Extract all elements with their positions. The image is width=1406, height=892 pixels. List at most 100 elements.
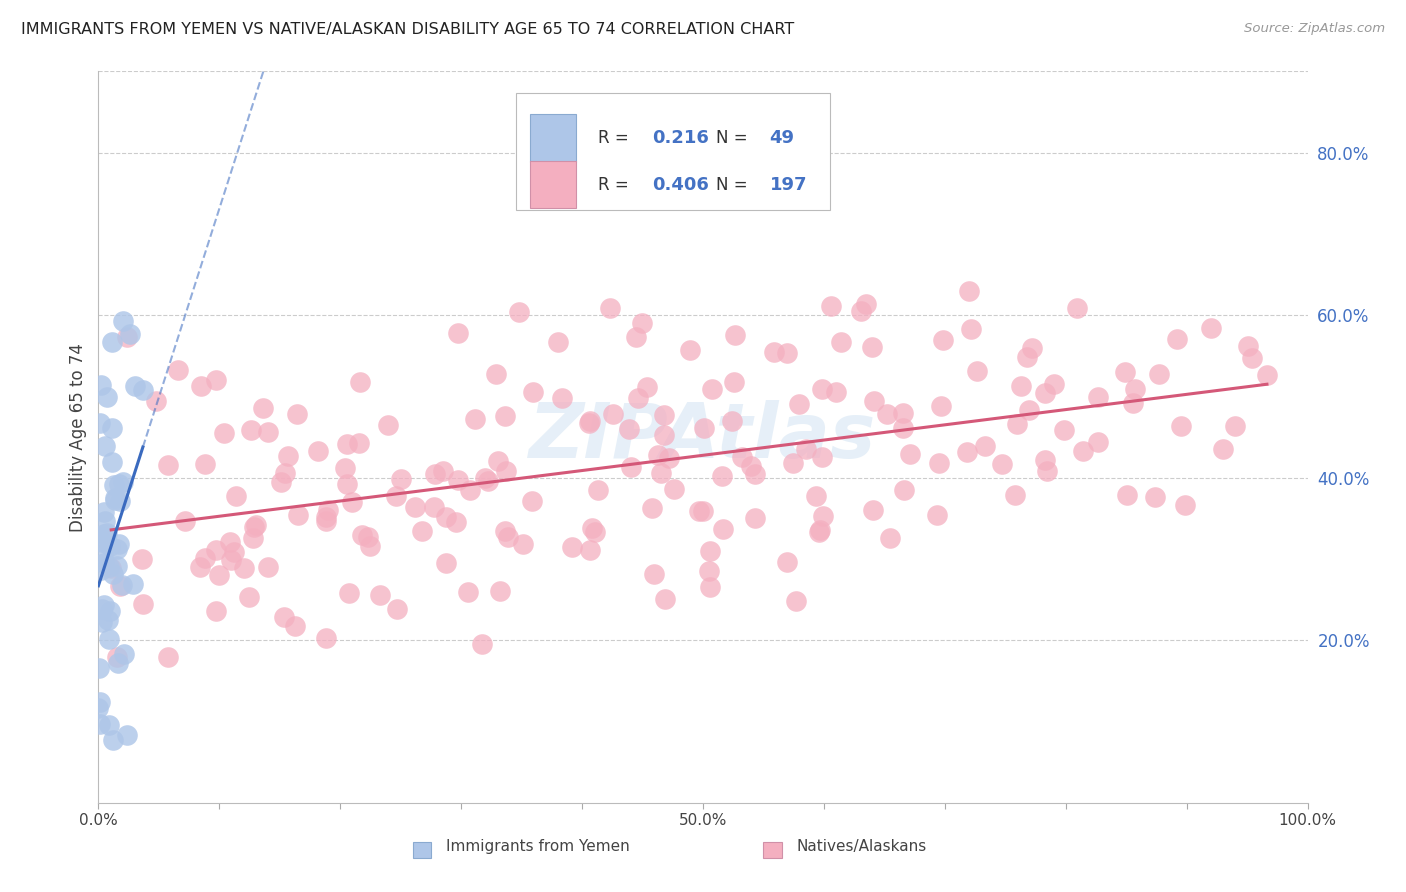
Point bbox=[111, 475, 134, 490]
Point bbox=[108, 494, 131, 508]
Point bbox=[89, 416, 111, 430]
Point bbox=[956, 444, 979, 458]
Point bbox=[1015, 350, 1038, 364]
Point bbox=[599, 301, 621, 315]
Point bbox=[849, 303, 872, 318]
Point bbox=[333, 460, 356, 475]
Point bbox=[974, 439, 997, 453]
Point bbox=[273, 466, 295, 480]
FancyBboxPatch shape bbox=[516, 94, 830, 211]
Point bbox=[118, 327, 141, 342]
Point bbox=[96, 391, 118, 405]
Point bbox=[404, 500, 426, 515]
Point bbox=[1240, 351, 1263, 365]
Point bbox=[496, 530, 519, 544]
Text: Natives/Alaskans: Natives/Alaskans bbox=[797, 839, 927, 855]
Point bbox=[90, 534, 112, 549]
Point bbox=[1223, 418, 1246, 433]
Point bbox=[115, 728, 138, 742]
Text: N =: N = bbox=[716, 176, 748, 194]
Text: 197: 197 bbox=[769, 176, 807, 194]
Point bbox=[218, 535, 240, 549]
FancyBboxPatch shape bbox=[413, 841, 432, 858]
Point bbox=[830, 335, 852, 350]
FancyBboxPatch shape bbox=[530, 114, 576, 161]
Point bbox=[699, 580, 721, 594]
Point bbox=[315, 510, 337, 524]
Point bbox=[477, 474, 499, 488]
Point bbox=[602, 407, 624, 421]
Point bbox=[879, 531, 901, 545]
Point bbox=[89, 695, 111, 709]
Point bbox=[1199, 321, 1222, 335]
Point bbox=[377, 417, 399, 432]
Point bbox=[991, 457, 1014, 471]
Point bbox=[100, 560, 122, 574]
Point bbox=[103, 477, 125, 491]
Point bbox=[124, 379, 146, 393]
Point bbox=[101, 732, 124, 747]
Point bbox=[422, 500, 444, 515]
Point bbox=[98, 539, 121, 553]
Point bbox=[145, 394, 167, 409]
Point bbox=[957, 285, 980, 299]
Point bbox=[647, 448, 669, 462]
Point bbox=[740, 458, 762, 473]
Point bbox=[1143, 490, 1166, 504]
Point bbox=[1021, 341, 1043, 355]
Point bbox=[91, 615, 114, 629]
Point bbox=[579, 413, 602, 427]
Point bbox=[561, 540, 583, 554]
Point bbox=[242, 532, 264, 546]
Y-axis label: Disability Age 65 to 74: Disability Age 65 to 74 bbox=[69, 343, 87, 532]
Point bbox=[699, 544, 721, 558]
Point bbox=[679, 343, 702, 357]
Point bbox=[89, 716, 111, 731]
Point bbox=[1170, 419, 1192, 434]
Point bbox=[522, 385, 544, 400]
Point bbox=[1035, 386, 1057, 401]
Text: IMMIGRANTS FROM YEMEN VS NATIVE/ALASKAN DISABILITY AGE 65 TO 74 CORRELATION CHAR: IMMIGRANTS FROM YEMEN VS NATIVE/ALASKAN … bbox=[21, 22, 794, 37]
Point bbox=[287, 508, 309, 522]
Text: Immigrants from Yemen: Immigrants from Yemen bbox=[446, 839, 630, 855]
Point bbox=[90, 563, 112, 577]
Point bbox=[87, 530, 110, 544]
Point bbox=[225, 489, 247, 503]
Point bbox=[132, 384, 155, 398]
Point bbox=[257, 425, 280, 440]
Point bbox=[157, 458, 180, 472]
Point bbox=[1071, 443, 1094, 458]
Point bbox=[93, 526, 115, 541]
Point bbox=[1018, 402, 1040, 417]
Point bbox=[111, 578, 134, 592]
Point bbox=[252, 401, 274, 416]
Point bbox=[624, 329, 647, 343]
Text: 0.216: 0.216 bbox=[652, 128, 709, 147]
Point bbox=[1166, 332, 1188, 346]
Point bbox=[658, 450, 681, 465]
Point bbox=[156, 649, 179, 664]
Point bbox=[631, 316, 654, 330]
Point bbox=[1237, 339, 1260, 353]
Point bbox=[863, 394, 886, 409]
Point bbox=[471, 637, 494, 651]
Point bbox=[551, 391, 574, 405]
Text: 0.406: 0.406 bbox=[652, 176, 709, 194]
Text: R =: R = bbox=[598, 176, 628, 194]
Point bbox=[90, 378, 112, 392]
Point bbox=[898, 447, 921, 461]
Point bbox=[641, 500, 664, 515]
Point bbox=[96, 526, 118, 541]
Point bbox=[242, 519, 264, 533]
Point bbox=[744, 467, 766, 482]
Text: ZIPAtlas: ZIPAtlas bbox=[529, 401, 877, 474]
Point bbox=[108, 476, 131, 491]
Point bbox=[627, 391, 650, 405]
Point bbox=[97, 613, 120, 627]
Point bbox=[93, 598, 115, 612]
Point bbox=[1035, 453, 1057, 467]
Point bbox=[485, 367, 508, 381]
Point bbox=[966, 364, 988, 378]
Point bbox=[87, 700, 110, 714]
Point bbox=[721, 414, 744, 428]
